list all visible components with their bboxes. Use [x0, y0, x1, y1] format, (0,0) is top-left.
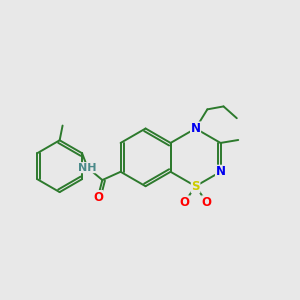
Text: N: N	[190, 122, 201, 135]
Text: O: O	[202, 196, 212, 209]
Text: O: O	[93, 190, 103, 204]
Text: N: N	[216, 165, 226, 178]
Text: S: S	[191, 180, 200, 193]
Text: O: O	[179, 196, 189, 209]
Text: NH: NH	[78, 163, 97, 173]
